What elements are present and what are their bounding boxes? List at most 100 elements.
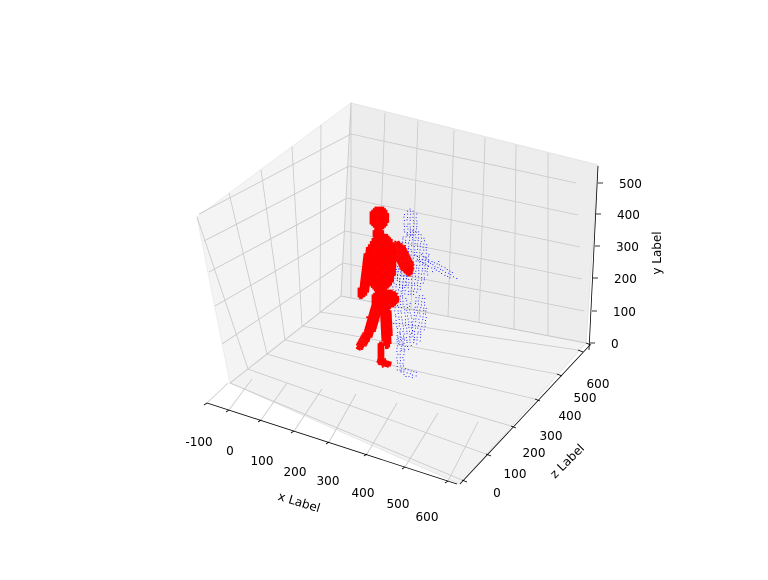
red-data-point [375,308,377,311]
red-data-point [371,237,374,240]
red-data-point [376,309,379,312]
blue-data-point [435,269,437,271]
red-data-point [384,241,387,244]
red-data-point [376,275,378,277]
red-data-point [387,324,389,327]
y-tick-label: 0 [611,337,619,351]
red-data-point [409,261,412,264]
red-data-point [374,273,377,276]
red-data-point [382,246,385,249]
red-data-point [381,360,384,363]
red-data-point [376,267,379,269]
red-data-point [360,336,362,339]
red-data-point [406,254,408,257]
red-data-point [379,264,382,266]
red-data-point [380,280,383,282]
red-data-point [384,307,387,310]
red-data-point [384,259,387,262]
red-data-point [410,263,413,266]
red-data-point [383,310,386,313]
blue-data-point [424,298,426,299]
blue-data-point [418,231,420,233]
red-data-point [368,321,370,324]
red-data-point [392,274,395,277]
red-data-point [384,297,387,300]
red-data-point [380,315,383,318]
red-data-point [362,289,365,292]
red-data-point [374,230,377,233]
red-data-point [384,272,387,275]
red-data-point [381,235,384,238]
blue-data-point [414,337,415,338]
red-data-point [376,222,378,225]
red-data-point [369,282,372,285]
red-data-point [386,256,389,259]
red-data-point [382,236,385,239]
blue-data-point [415,300,417,302]
red-data-point [374,270,377,272]
red-data-point [380,216,383,219]
red-data-point [377,316,380,319]
blue-data-point [406,327,408,329]
red-data-point [389,259,392,262]
red-data-point [363,343,366,346]
red-data-point [376,246,378,249]
red-data-point [406,256,409,258]
red-data-point [368,269,370,272]
red-data-point [379,243,382,245]
red-data-point [391,256,394,259]
red-data-point [409,265,412,268]
red-data-point [375,257,378,260]
red-data-point [379,363,382,366]
blue-data-point [406,219,408,221]
red-data-point [380,225,383,228]
red-data-point [372,208,375,211]
red-data-point [385,245,388,247]
red-data-point [362,292,365,295]
red-data-point [399,255,402,258]
red-data-point [372,274,375,277]
red-data-point [383,248,386,251]
red-data-point [380,325,383,327]
red-data-point [407,274,410,277]
red-data-point [407,266,410,269]
red-data-point [383,324,386,327]
red-data-point [376,239,379,242]
red-data-point [403,271,406,274]
red-data-point [372,323,375,326]
blue-data-point [414,284,416,286]
red-data-point [375,302,378,305]
blue-data-point [409,373,411,375]
red-data-point [387,237,390,240]
red-data-point [401,249,404,252]
red-data-point [404,248,407,250]
red-data-point [367,336,369,339]
blue-data-point [402,241,403,243]
blue-data-point [400,275,402,277]
red-data-point [370,319,373,322]
red-data-point [373,287,376,290]
red-data-point [380,354,383,357]
red-data-point [377,289,379,292]
blue-data-point [399,331,401,333]
blue-data-point [424,301,425,303]
blue-data-point [399,298,401,300]
red-data-point [391,250,394,253]
red-data-point [382,248,385,250]
red-data-point [393,256,395,259]
blue-data-point [409,217,411,219]
red-data-point [384,267,387,270]
blue-data-point [404,285,406,286]
red-data-point [378,257,381,260]
blue-data-point [409,223,411,225]
red-data-point [384,275,386,278]
red-data-point [384,273,387,276]
blue-data-point [399,344,401,346]
red-data-point [378,288,381,290]
blue-data-point [415,275,416,277]
red-data-point [384,336,387,338]
red-data-point [367,323,370,326]
red-data-point [381,304,384,307]
red-data-point [382,213,385,215]
red-data-point [382,209,385,212]
